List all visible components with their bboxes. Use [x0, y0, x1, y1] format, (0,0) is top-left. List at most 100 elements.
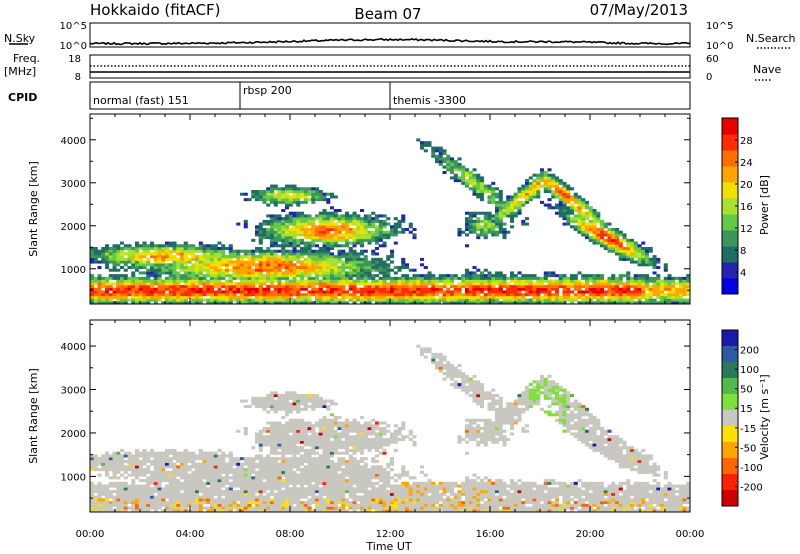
velocity-cell [172, 498, 177, 502]
power-cell [592, 293, 597, 297]
velocity-cell [600, 487, 605, 491]
power-cell [262, 190, 267, 194]
velocity-cell [686, 495, 690, 499]
power-cell [510, 276, 515, 280]
power-cell [326, 228, 331, 232]
power-cell [378, 257, 383, 261]
power-cell [273, 228, 278, 232]
power-cell [131, 255, 136, 259]
power-cell [127, 279, 132, 283]
power-cell [172, 274, 177, 278]
velocity-cell [442, 487, 447, 491]
velocity-cell [146, 495, 151, 499]
velocity-cell [210, 506, 215, 510]
power-cell [592, 228, 597, 232]
power-cell [281, 260, 286, 264]
power-cell [386, 287, 391, 291]
power-cell [641, 255, 646, 259]
power-cell [476, 219, 481, 223]
power-cell [318, 285, 323, 289]
power-cell [472, 181, 477, 185]
power-cell [558, 279, 563, 283]
power-cell [603, 233, 608, 237]
velocity-cell [195, 484, 200, 488]
power-cell [138, 298, 143, 302]
velocity-cell [262, 487, 267, 491]
velocity-cell [603, 509, 608, 512]
velocity-cell [120, 509, 125, 512]
power-cell [322, 244, 327, 248]
velocity-cell [607, 506, 612, 510]
power-cell [588, 274, 593, 278]
power-cell [371, 236, 376, 240]
power-cell [281, 225, 286, 229]
velocity-cell [393, 509, 398, 512]
power-cell [270, 274, 275, 278]
power-cell [191, 293, 196, 297]
power-cell [288, 241, 293, 245]
power-cell [633, 287, 638, 291]
velocity-cell [652, 487, 657, 491]
power-cell [393, 225, 398, 229]
power-cell [423, 295, 428, 299]
power-cell [345, 274, 350, 278]
velocity-cell [101, 506, 106, 510]
power-cell [330, 257, 335, 261]
velocity-cell [210, 501, 215, 505]
power-cell [588, 214, 593, 218]
velocity-cell [168, 501, 173, 505]
power-cell [262, 230, 267, 234]
power-cell [303, 274, 308, 278]
power-cell [180, 287, 185, 291]
power-cell [281, 241, 286, 245]
power-cell [371, 293, 376, 297]
power-cell [318, 295, 323, 299]
power-cell [435, 282, 440, 286]
power-cell [536, 290, 541, 294]
velocity-cell [570, 503, 575, 507]
power-cell [176, 244, 181, 248]
velocity-cell [521, 509, 526, 512]
power-cell [547, 184, 552, 188]
power-cell [123, 268, 128, 272]
power-cell [288, 238, 293, 242]
power-cell [330, 260, 335, 264]
power-cell [375, 301, 380, 304]
velocity-cell [551, 487, 556, 491]
velocity-cell [480, 503, 485, 507]
velocity-cell [622, 506, 627, 510]
power-cell [315, 187, 320, 191]
power-cell [210, 295, 215, 299]
velocity-cell [101, 487, 106, 491]
velocity-cell [168, 484, 173, 488]
power-cell [483, 279, 488, 283]
power-cell [255, 282, 260, 286]
velocity-cell [131, 484, 136, 488]
power-cell [382, 298, 387, 302]
power-cell [232, 249, 237, 253]
power-cell [562, 287, 567, 291]
power-cell [300, 238, 305, 242]
power-cell [626, 244, 631, 248]
velocity-cell [258, 495, 263, 499]
power-cell [405, 276, 410, 280]
power-cell [288, 293, 293, 297]
velocity-cell [686, 506, 690, 510]
power-cell [307, 263, 312, 267]
velocity-cell [397, 501, 402, 505]
velocity-cell [153, 498, 158, 502]
power-cell [232, 263, 237, 267]
power-cell [270, 233, 275, 237]
velocity-cell [641, 503, 646, 507]
power-cell [281, 198, 286, 202]
power-cell [213, 301, 218, 304]
power-cell [127, 244, 132, 248]
power-cell [652, 293, 657, 297]
power-cell [266, 274, 271, 278]
velocity-cell [577, 495, 582, 499]
velocity-cell [165, 503, 170, 507]
power-cell [266, 236, 271, 240]
power-cell [187, 276, 192, 280]
power-cell [442, 279, 447, 283]
power-cell [472, 184, 477, 188]
